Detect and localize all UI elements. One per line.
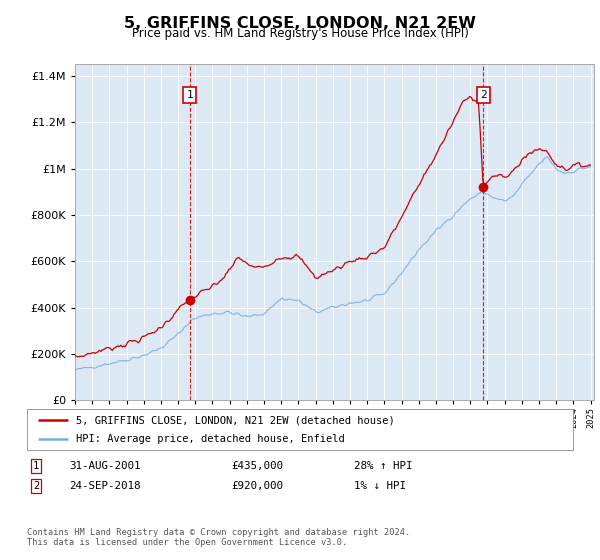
Text: 1% ↓ HPI: 1% ↓ HPI: [354, 481, 406, 491]
Text: 1: 1: [186, 90, 193, 100]
Text: 1: 1: [33, 461, 39, 471]
Text: 2: 2: [33, 481, 39, 491]
Text: 28% ↑ HPI: 28% ↑ HPI: [354, 461, 413, 471]
Text: Price paid vs. HM Land Registry's House Price Index (HPI): Price paid vs. HM Land Registry's House …: [131, 27, 469, 40]
Text: 31-AUG-2001: 31-AUG-2001: [69, 461, 140, 471]
Text: 5, GRIFFINS CLOSE, LONDON, N21 2EW (detached house): 5, GRIFFINS CLOSE, LONDON, N21 2EW (deta…: [76, 416, 395, 425]
Text: HPI: Average price, detached house, Enfield: HPI: Average price, detached house, Enfi…: [76, 434, 345, 444]
Text: 5, GRIFFINS CLOSE, LONDON, N21 2EW: 5, GRIFFINS CLOSE, LONDON, N21 2EW: [124, 16, 476, 31]
Text: £920,000: £920,000: [231, 481, 283, 491]
Text: £435,000: £435,000: [231, 461, 283, 471]
Text: 2: 2: [480, 90, 487, 100]
Text: Contains HM Land Registry data © Crown copyright and database right 2024.
This d: Contains HM Land Registry data © Crown c…: [27, 528, 410, 547]
Text: 24-SEP-2018: 24-SEP-2018: [69, 481, 140, 491]
